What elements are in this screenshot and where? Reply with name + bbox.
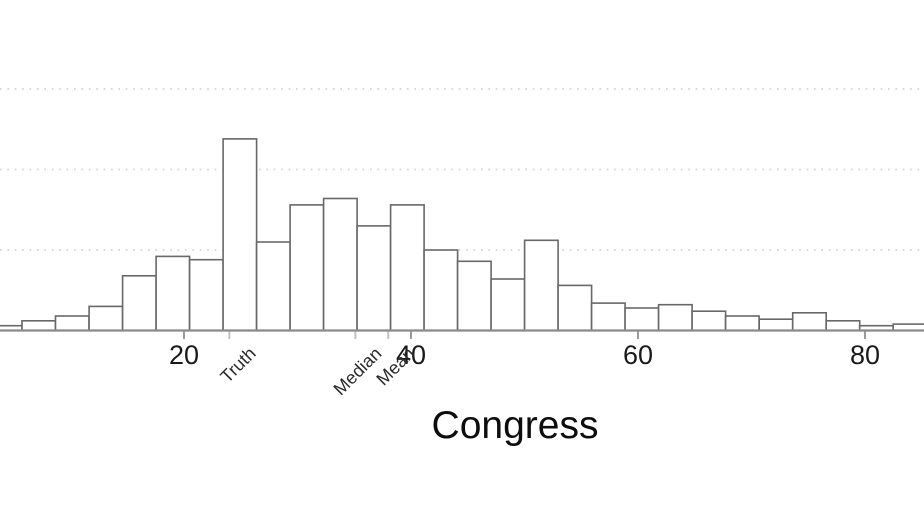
histogram-bar [423, 249, 459, 332]
histogram-bar [155, 255, 191, 332]
histogram-bar [624, 307, 660, 332]
histogram-bar [222, 138, 258, 332]
histogram-bar [825, 319, 861, 332]
histogram-bar [490, 278, 526, 332]
histogram-bar [590, 302, 626, 332]
histogram-bar [724, 315, 760, 332]
histogram-bar [456, 260, 492, 332]
histogram-bar [356, 225, 392, 332]
histogram-bar [121, 274, 157, 332]
histogram-bar [88, 305, 124, 332]
histogram-bar [21, 319, 57, 332]
histogram-bar [255, 241, 291, 332]
histogram-bar [188, 258, 224, 332]
histogram-bar [389, 204, 425, 332]
histogram-bar [289, 204, 325, 332]
histogram-bar [657, 303, 693, 332]
x-axis-title: Congress [431, 404, 599, 447]
histogram-bar [691, 310, 727, 332]
histogram-bar [523, 239, 559, 332]
histogram-bar [758, 318, 794, 332]
histogram-bar [557, 284, 593, 332]
histogram-bar [322, 197, 358, 332]
histogram-bar [791, 311, 828, 332]
histogram-bar [54, 315, 90, 332]
